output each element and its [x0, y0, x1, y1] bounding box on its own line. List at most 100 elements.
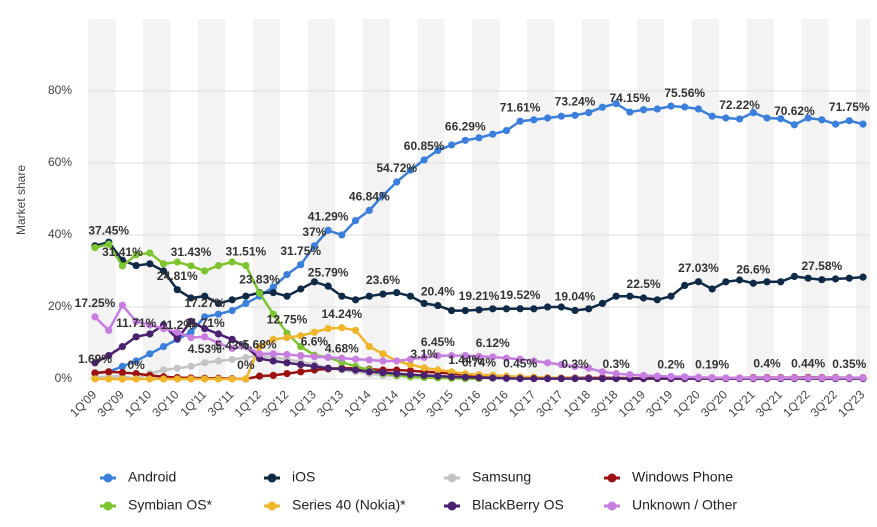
data-label: 11.71%: [116, 316, 156, 330]
data-point: [461, 352, 469, 360]
data-point: [242, 292, 250, 300]
data-point: [420, 364, 428, 372]
data-point: [242, 261, 250, 270]
data-point: [406, 166, 415, 174]
data-point: [434, 301, 442, 310]
y-axis-label: Market share: [14, 165, 28, 235]
data-point: [434, 146, 442, 154]
y-tick-label: 0%: [55, 371, 73, 385]
x-tick-label: 3Q'13: [314, 387, 347, 420]
data-point: [338, 354, 346, 362]
data-point: [146, 249, 154, 257]
x-tick-label: 3Q'15: [424, 387, 457, 420]
data-point: [242, 343, 250, 351]
data-point: [571, 111, 579, 119]
y-tick-label: 80%: [48, 83, 72, 97]
data-label: 0.35%: [832, 357, 866, 371]
data-point: [831, 374, 840, 382]
data-point: [118, 375, 127, 383]
x-tick-label: 3Q'17: [533, 387, 566, 420]
data-point: [146, 260, 154, 268]
data-point: [681, 373, 689, 381]
data-point: [612, 292, 620, 300]
data-point: [420, 299, 428, 307]
data-point: [639, 371, 648, 379]
data-label: 27.58%: [802, 259, 843, 273]
data-point: [132, 262, 140, 270]
data-point: [667, 292, 675, 300]
data-point: [489, 353, 497, 361]
data-point: [804, 114, 812, 122]
data-point: [159, 375, 168, 383]
data-point: [105, 368, 113, 376]
data-point: [859, 120, 867, 128]
x-tick-label: 1Q'19: [616, 387, 649, 420]
data-point: [804, 374, 812, 382]
x-tick-label: 1Q'13: [287, 387, 320, 420]
x-tick-label: 3Q'11: [205, 387, 237, 419]
data-label: 72.22%: [719, 98, 760, 112]
data-point: [187, 334, 195, 342]
data-point: [845, 274, 853, 282]
data-point: [790, 121, 799, 129]
data-point: [173, 286, 181, 294]
background-band: [417, 19, 445, 379]
x-tick-label: 1Q'18: [561, 387, 594, 420]
data-point: [653, 105, 661, 113]
data-label: 31.41%: [102, 245, 143, 259]
data-point: [461, 136, 469, 144]
data-point: [255, 289, 264, 297]
data-point: [447, 141, 456, 149]
data-point: [763, 114, 771, 122]
data-point: [187, 317, 195, 325]
legend-label: Android: [128, 469, 176, 485]
data-label: 0.45%: [503, 357, 537, 371]
data-point: [255, 372, 264, 380]
data-point: [297, 332, 305, 340]
data-point: [338, 231, 346, 239]
data-point: [735, 374, 744, 382]
data-point: [475, 134, 483, 142]
data-point: [420, 353, 428, 361]
background-band: [362, 19, 390, 379]
data-label: 37.45%: [88, 223, 129, 237]
data-point: [269, 350, 277, 358]
x-tick-label: 1Q'10: [122, 387, 155, 420]
data-point: [105, 326, 113, 334]
x-tick-label: 3Q'10: [149, 387, 182, 420]
x-tick-label: 1Q'21: [725, 387, 758, 420]
data-label: 0.4%: [753, 357, 781, 371]
data-label: 0.3%: [602, 357, 630, 371]
data-point: [489, 374, 497, 382]
data-point: [297, 261, 305, 269]
data-point: [297, 368, 305, 376]
data-point: [159, 325, 168, 333]
data-label: 73.24%: [555, 95, 596, 109]
x-tick-label: 1Q'23: [835, 387, 868, 420]
data-label: 60.85%: [404, 139, 445, 153]
data-label: 19.21%: [459, 289, 500, 303]
data-point: [310, 278, 319, 286]
x-tick-label: 3Q'09: [95, 387, 128, 420]
legend-marker: [607, 501, 617, 511]
data-point: [735, 115, 744, 123]
x-tick-label: 3Q'21: [753, 387, 786, 420]
data-point: [406, 371, 415, 379]
data-point: [543, 303, 552, 311]
background-band: [143, 19, 171, 379]
data-point: [420, 371, 428, 379]
data-label: 5.68%: [243, 338, 277, 352]
data-point: [283, 334, 291, 342]
legend-label: iOS: [292, 469, 315, 485]
data-label: 6.6%: [301, 334, 329, 348]
data-point: [502, 305, 511, 313]
data-label: 17.27%: [184, 296, 225, 310]
data-label: 23.83%: [239, 272, 280, 286]
data-point: [324, 282, 332, 290]
data-point: [557, 375, 565, 383]
data-point: [612, 375, 620, 383]
legend-marker: [607, 473, 617, 483]
data-point: [365, 343, 373, 351]
data-point: [585, 364, 593, 372]
data-point: [201, 375, 209, 383]
